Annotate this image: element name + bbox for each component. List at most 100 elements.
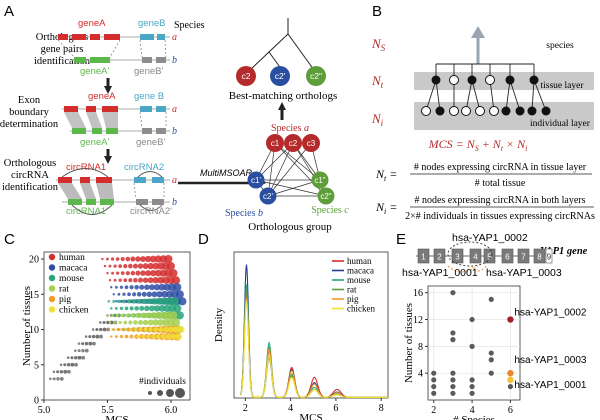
gene-a-prime-label: geneA' (80, 66, 109, 77)
exon-4 (469, 248, 482, 264)
chart-e-point (469, 390, 475, 396)
chart-e-frame (427, 285, 521, 401)
chart-c-point-human (135, 270, 141, 276)
chart-c-ylabel: Number of tissues (21, 286, 33, 366)
chart-e-point (450, 383, 456, 390)
chart-c-point-human (128, 263, 133, 269)
chart-e-highlight-point (507, 369, 514, 377)
exon-6 (501, 248, 514, 264)
chart-c-point-human (150, 269, 157, 277)
chart-c-point-chicken (153, 327, 159, 332)
chart-c-point-grey (70, 363, 74, 367)
stage2-label-line2: boundary (9, 107, 49, 118)
chart-c-point-grey (56, 377, 60, 381)
individual-nodes (421, 106, 551, 116)
chart-c-point-rat (128, 320, 133, 325)
gene-a-prime-exons (74, 57, 166, 63)
gene-b-prime-label-2: geneB' (136, 137, 165, 148)
chart-c-point-macaca (110, 286, 113, 289)
circrna1-prime-exons (68, 199, 164, 205)
chart-e-point (469, 383, 475, 390)
chart-c-point-rat (152, 319, 159, 326)
node-c1-label: c1 (271, 139, 280, 148)
orthologous-group-label: Orthologous group (248, 221, 332, 233)
chart-c-point-rat (115, 313, 120, 318)
chart-c-point-mouse (110, 307, 113, 310)
chart-c-point-grey (59, 370, 63, 374)
ortholog-tree (249, 18, 315, 71)
chart-c-point-human (164, 254, 173, 264)
chart-c-point-chicken (151, 334, 156, 339)
iso-0001-arc (447, 265, 479, 273)
chart-c-xlabel: MCS (105, 414, 128, 420)
chart-c-point-human (120, 256, 125, 262)
chart-c-point-human (137, 263, 144, 269)
chart-e-ylabel: Number of tissues (403, 303, 415, 383)
chart-d-line-chicken (240, 301, 388, 398)
chart-c-size-legend-dot (175, 388, 185, 398)
chart-c-point-mouse (175, 311, 184, 320)
nt-eq-lhs: Nt = (375, 167, 397, 183)
chart-c-point-macaca (129, 285, 134, 290)
node-c2pp-label: c2" (320, 192, 331, 201)
chart-c-legend-swatch (48, 274, 56, 282)
exon-label-7: 7 (521, 253, 526, 262)
chart-c-point-mouse (151, 298, 158, 305)
chart-c-point-human (157, 276, 165, 284)
chart-c-point-grey (66, 356, 70, 360)
chart-c-point-human (101, 257, 104, 261)
node-c3-label: c3 (307, 139, 316, 148)
chart-c-size-legend-dot (148, 391, 152, 395)
tree-node-c2p-label: c2' (275, 71, 286, 81)
chart-c-point-rat (108, 321, 112, 324)
chart-c-point-grey (66, 363, 70, 367)
chart-c-point-macaca (115, 300, 118, 303)
chart-c-point-pig (114, 335, 118, 338)
stage2-label-line3: determination (0, 119, 59, 130)
chart-e-point (431, 377, 437, 383)
chart-c-point-grey (81, 355, 86, 360)
exon-label-8: 8 (537, 253, 542, 262)
chart-c-point-macaca (148, 284, 155, 291)
circrna2-prime-label: circRNA2' (130, 206, 172, 217)
chart-c-point-human (106, 257, 109, 261)
chart-e-highlight-point (507, 316, 514, 323)
chart-c-legend-macaca: macaca (59, 264, 88, 274)
chart-c-point-rat (130, 313, 136, 318)
chart-c-point-human (147, 262, 154, 270)
species-a-tag-3: a (172, 175, 177, 186)
iso-0003-label: hsa-YAP1_0003 (486, 267, 562, 279)
chart-c-point-human (115, 257, 120, 261)
stage1-label-line2: gene pairs (41, 44, 84, 55)
exon-label-6: 6 (505, 253, 510, 262)
chart-c-size-legend-dot (157, 390, 163, 396)
gene-b-label: geneB (138, 18, 165, 29)
species-layer-label: species (546, 41, 574, 51)
chart-c-point-human (169, 269, 178, 278)
chart-c-point-rat (113, 321, 117, 324)
chart-c-point-human (166, 262, 176, 271)
chart-c-point-chicken (163, 326, 169, 333)
chart-c-point-human (110, 257, 115, 261)
chart-c-point-mouse (136, 298, 142, 304)
yap1-gene-title: YAP1 gene (540, 246, 588, 257)
chart-c-point-grey (95, 328, 99, 331)
chart-e-point (507, 383, 514, 390)
chart-c-point-chicken (175, 333, 182, 340)
chart-c-point-mouse (119, 306, 124, 311)
chart-c-size-legend-dot (166, 389, 174, 397)
exon-7 (517, 248, 530, 264)
node-c2-label: c2 (289, 139, 298, 148)
panel-d-letter: D (198, 231, 209, 248)
chart-c-legend-swatch (48, 253, 56, 261)
chart-c-point-human (108, 264, 112, 268)
exon-3 (451, 248, 464, 264)
node-c1p (247, 171, 265, 189)
gene-a-exons (58, 34, 165, 40)
chart-c-point-rat (123, 320, 128, 325)
chart-d-legend-mouse: mouse (347, 275, 371, 285)
chart-c-legend-swatch (48, 295, 56, 303)
chart-c-point-grey (84, 342, 88, 346)
chart-c-point-macaca (114, 285, 118, 289)
